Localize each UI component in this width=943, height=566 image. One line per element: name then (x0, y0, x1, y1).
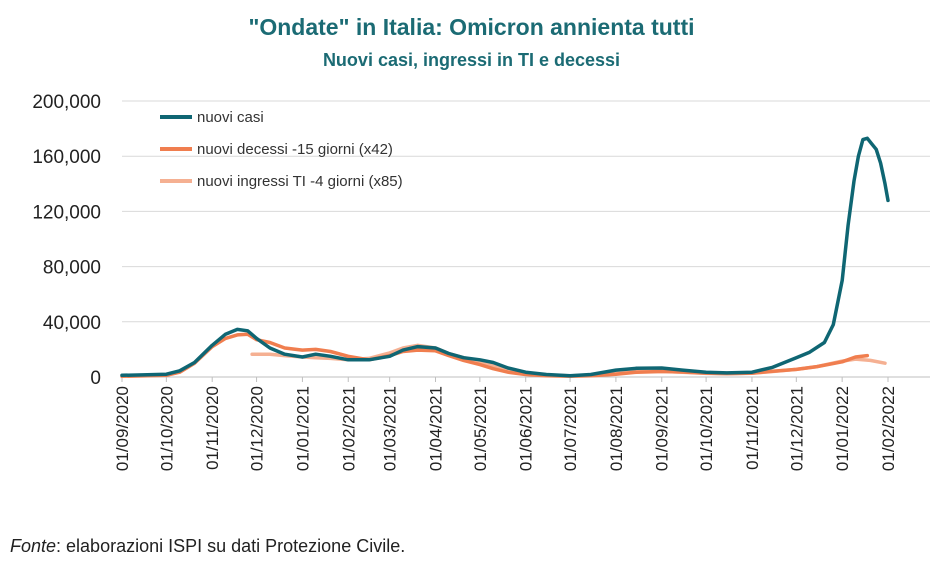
x-tick-label: 01/08/2021 (607, 386, 626, 471)
y-axis: 200,000 160,000 120,000 80,000 40,000 0 (32, 92, 101, 389)
legend-label: nuovi decessi -15 giorni (x42) (197, 141, 393, 158)
x-tick-label: 01/09/2020 (113, 386, 132, 471)
x-tick-label: 01/02/2021 (339, 386, 358, 471)
y-tick-label: 40,000 (43, 313, 101, 334)
legend-label: nuovi casi (197, 109, 264, 126)
chart-subtitle: Nuovi casi, ingressi in TI e decessi (322, 50, 621, 70)
y-tick-label: 200,000 (32, 92, 101, 113)
x-tick-label: 01/10/2020 (157, 386, 176, 471)
x-tick-label: 01/07/2021 (561, 386, 580, 471)
source-text: : elaborazioni ISPI su dati Protezione C… (56, 536, 406, 556)
line-chart: 200,000 160,000 120,000 80,000 40,000 0 01/09… (32, 92, 930, 471)
source-label: Fonte (10, 536, 57, 556)
y-tick-label: 160,000 (32, 147, 101, 168)
y-tick-label: 0 (90, 368, 101, 389)
legend-label: nuovi ingressi TI -4 giorni (x85) (197, 173, 403, 190)
x-tick-label: 01/05/2021 (471, 386, 490, 471)
x-tick-label: 01/01/2021 (293, 386, 312, 471)
x-tick-label: 01/11/2020 (203, 386, 222, 470)
legend: nuovi casi nuovi decessi -15 giorni (x42)… (160, 109, 403, 190)
source-note: Fonte: elaborazioni ISPI su dati Protezi… (10, 536, 405, 557)
x-tick-label: 01/06/2021 (517, 386, 536, 471)
x-tick-label: 01/04/2021 (426, 386, 445, 471)
x-tick-label: 01/11/2021 (743, 386, 762, 470)
y-tick-label: 80,000 (43, 258, 101, 279)
x-tick-label: 01/09/2021 (653, 386, 672, 471)
x-tick-label: 01/10/2021 (697, 386, 716, 471)
y-tick-label: 120,000 (32, 202, 101, 223)
x-tick-label: 01/02/2022 (879, 386, 898, 471)
x-tick-label: 01/01/2022 (833, 386, 852, 471)
x-tick-label: 01/12/2021 (787, 386, 806, 471)
x-tick-label: 01/03/2021 (381, 386, 400, 471)
series-line (120, 136, 890, 378)
series-lines (120, 136, 890, 379)
gridlines (122, 100, 930, 323)
x-tick-label: 01/12/2020 (248, 386, 267, 471)
chart-title: "Ondate" in Italia: Omicron annienta tut… (248, 14, 695, 40)
x-axis: 01/09/2020 01/10/2020 01/11/2020 01/12/2020… (113, 376, 930, 471)
